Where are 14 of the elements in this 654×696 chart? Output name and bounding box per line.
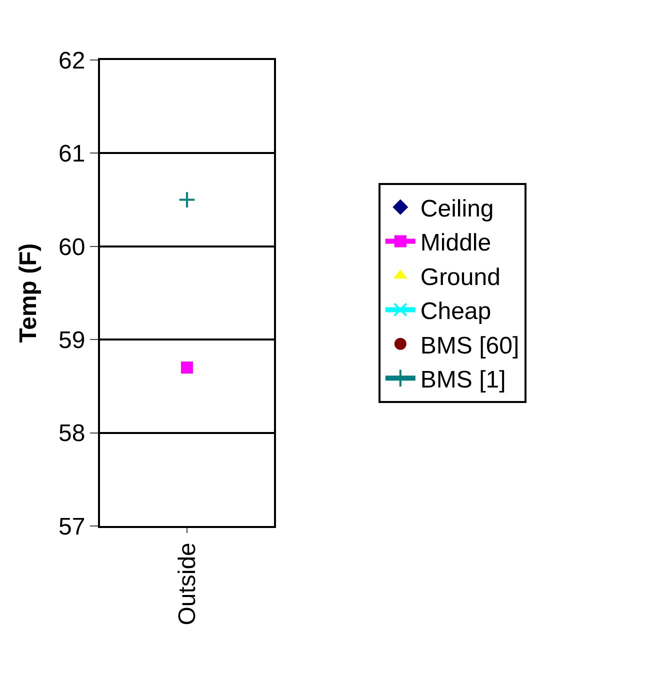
legend-label: Ground xyxy=(420,264,500,291)
legend-label: Cheap xyxy=(420,298,492,326)
legend-label: BMS [60] xyxy=(420,332,520,360)
x-tick-label: Outside xyxy=(174,542,201,626)
y-tick-label: 58 xyxy=(58,420,86,448)
y-axis-title: Temp (F) xyxy=(15,243,42,343)
y-tick-label: 61 xyxy=(58,140,86,168)
legend-label: BMS [1] xyxy=(420,366,506,394)
y-tick-label: 59 xyxy=(58,327,86,354)
legend-label: Middle xyxy=(420,230,492,257)
legend-label: Ceiling xyxy=(420,195,494,222)
y-tick-label: 62 xyxy=(58,47,86,74)
y-tick-label: 57 xyxy=(58,513,86,540)
y-tick-label: 60 xyxy=(58,234,86,261)
